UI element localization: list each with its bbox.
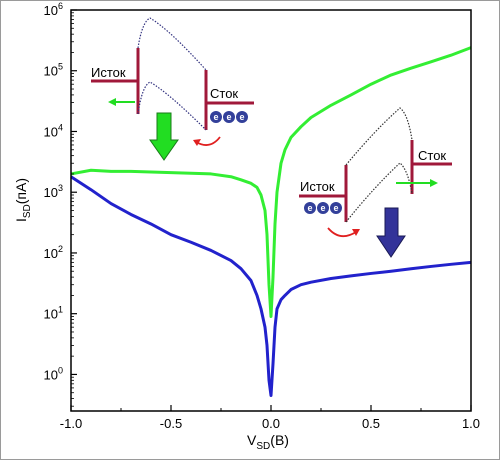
electron-label: e bbox=[320, 203, 325, 213]
left-inset-green-arrowhead bbox=[108, 98, 116, 106]
electron bbox=[236, 111, 248, 123]
right-inset-source-label: Исток bbox=[300, 179, 335, 194]
blue-down-arrow-icon bbox=[376, 207, 406, 258]
left-inset-electrons: e e e bbox=[210, 111, 248, 123]
right-inset: Исток Сток e e e bbox=[299, 107, 452, 258]
series-line-2 bbox=[70, 175, 472, 397]
y-tick-label: 100 bbox=[44, 365, 63, 382]
electron-label: e bbox=[226, 112, 231, 122]
electron-label: e bbox=[333, 203, 338, 213]
y-tick-label: 103 bbox=[44, 183, 63, 200]
x-tick-label: 0.0 bbox=[262, 416, 280, 431]
right-inset-green-arrowhead bbox=[430, 179, 438, 187]
x-tick-label: 1.0 bbox=[462, 416, 480, 431]
series-line-1 bbox=[70, 46, 472, 318]
y-tick-label: 106 bbox=[44, 1, 63, 18]
plot-area bbox=[70, 9, 472, 412]
y-tick-label: 105 bbox=[44, 62, 63, 79]
electron bbox=[210, 111, 222, 123]
right-inset-red-arrow bbox=[327, 227, 357, 238]
y-tick-label: 104 bbox=[44, 122, 63, 139]
x-tick-label: -1.0 bbox=[60, 416, 82, 431]
series-layer bbox=[70, 46, 472, 397]
left-inset-big-arrow bbox=[149, 112, 179, 161]
left-inset-red-arrowhead bbox=[193, 139, 201, 146]
left-inset-drain-label: Сток bbox=[210, 86, 238, 101]
left-inset: Исток Сток e e e bbox=[91, 17, 254, 161]
right-inset-electrons: e e e bbox=[304, 202, 342, 214]
y-tick-label: 101 bbox=[44, 305, 63, 322]
ticks-layer: -1.0 -0.5 0.0 0.5 1.0 100 101 102 103 104 105 106 bbox=[44, 1, 481, 431]
right-inset-big-arrow bbox=[376, 207, 406, 258]
electron bbox=[317, 202, 329, 214]
left-inset-barrier-upper bbox=[137, 17, 207, 71]
y-tick-label: 102 bbox=[44, 244, 63, 261]
right-inset-barrier-lower bbox=[345, 162, 413, 223]
electron bbox=[304, 202, 316, 214]
electron-label: e bbox=[239, 112, 244, 122]
right-inset-red-arrowhead bbox=[352, 229, 360, 236]
electron bbox=[330, 202, 342, 214]
left-inset-barrier-lower bbox=[137, 81, 207, 131]
x-tick-label: -0.5 bbox=[160, 416, 182, 431]
left-inset-source-label: Исток bbox=[91, 65, 126, 80]
right-inset-drain-label: Сток bbox=[418, 148, 446, 163]
x-tick-label: 0.5 bbox=[362, 416, 380, 431]
y-axis-title: ISD(пА) bbox=[13, 178, 33, 222]
green-down-arrow-icon bbox=[149, 112, 179, 161]
right-inset-barrier-upper bbox=[345, 107, 413, 166]
x-axis-title: VSD(В) bbox=[247, 432, 289, 452]
electron bbox=[223, 111, 235, 123]
electron-label: e bbox=[307, 203, 312, 213]
electron-label: e bbox=[213, 112, 218, 122]
